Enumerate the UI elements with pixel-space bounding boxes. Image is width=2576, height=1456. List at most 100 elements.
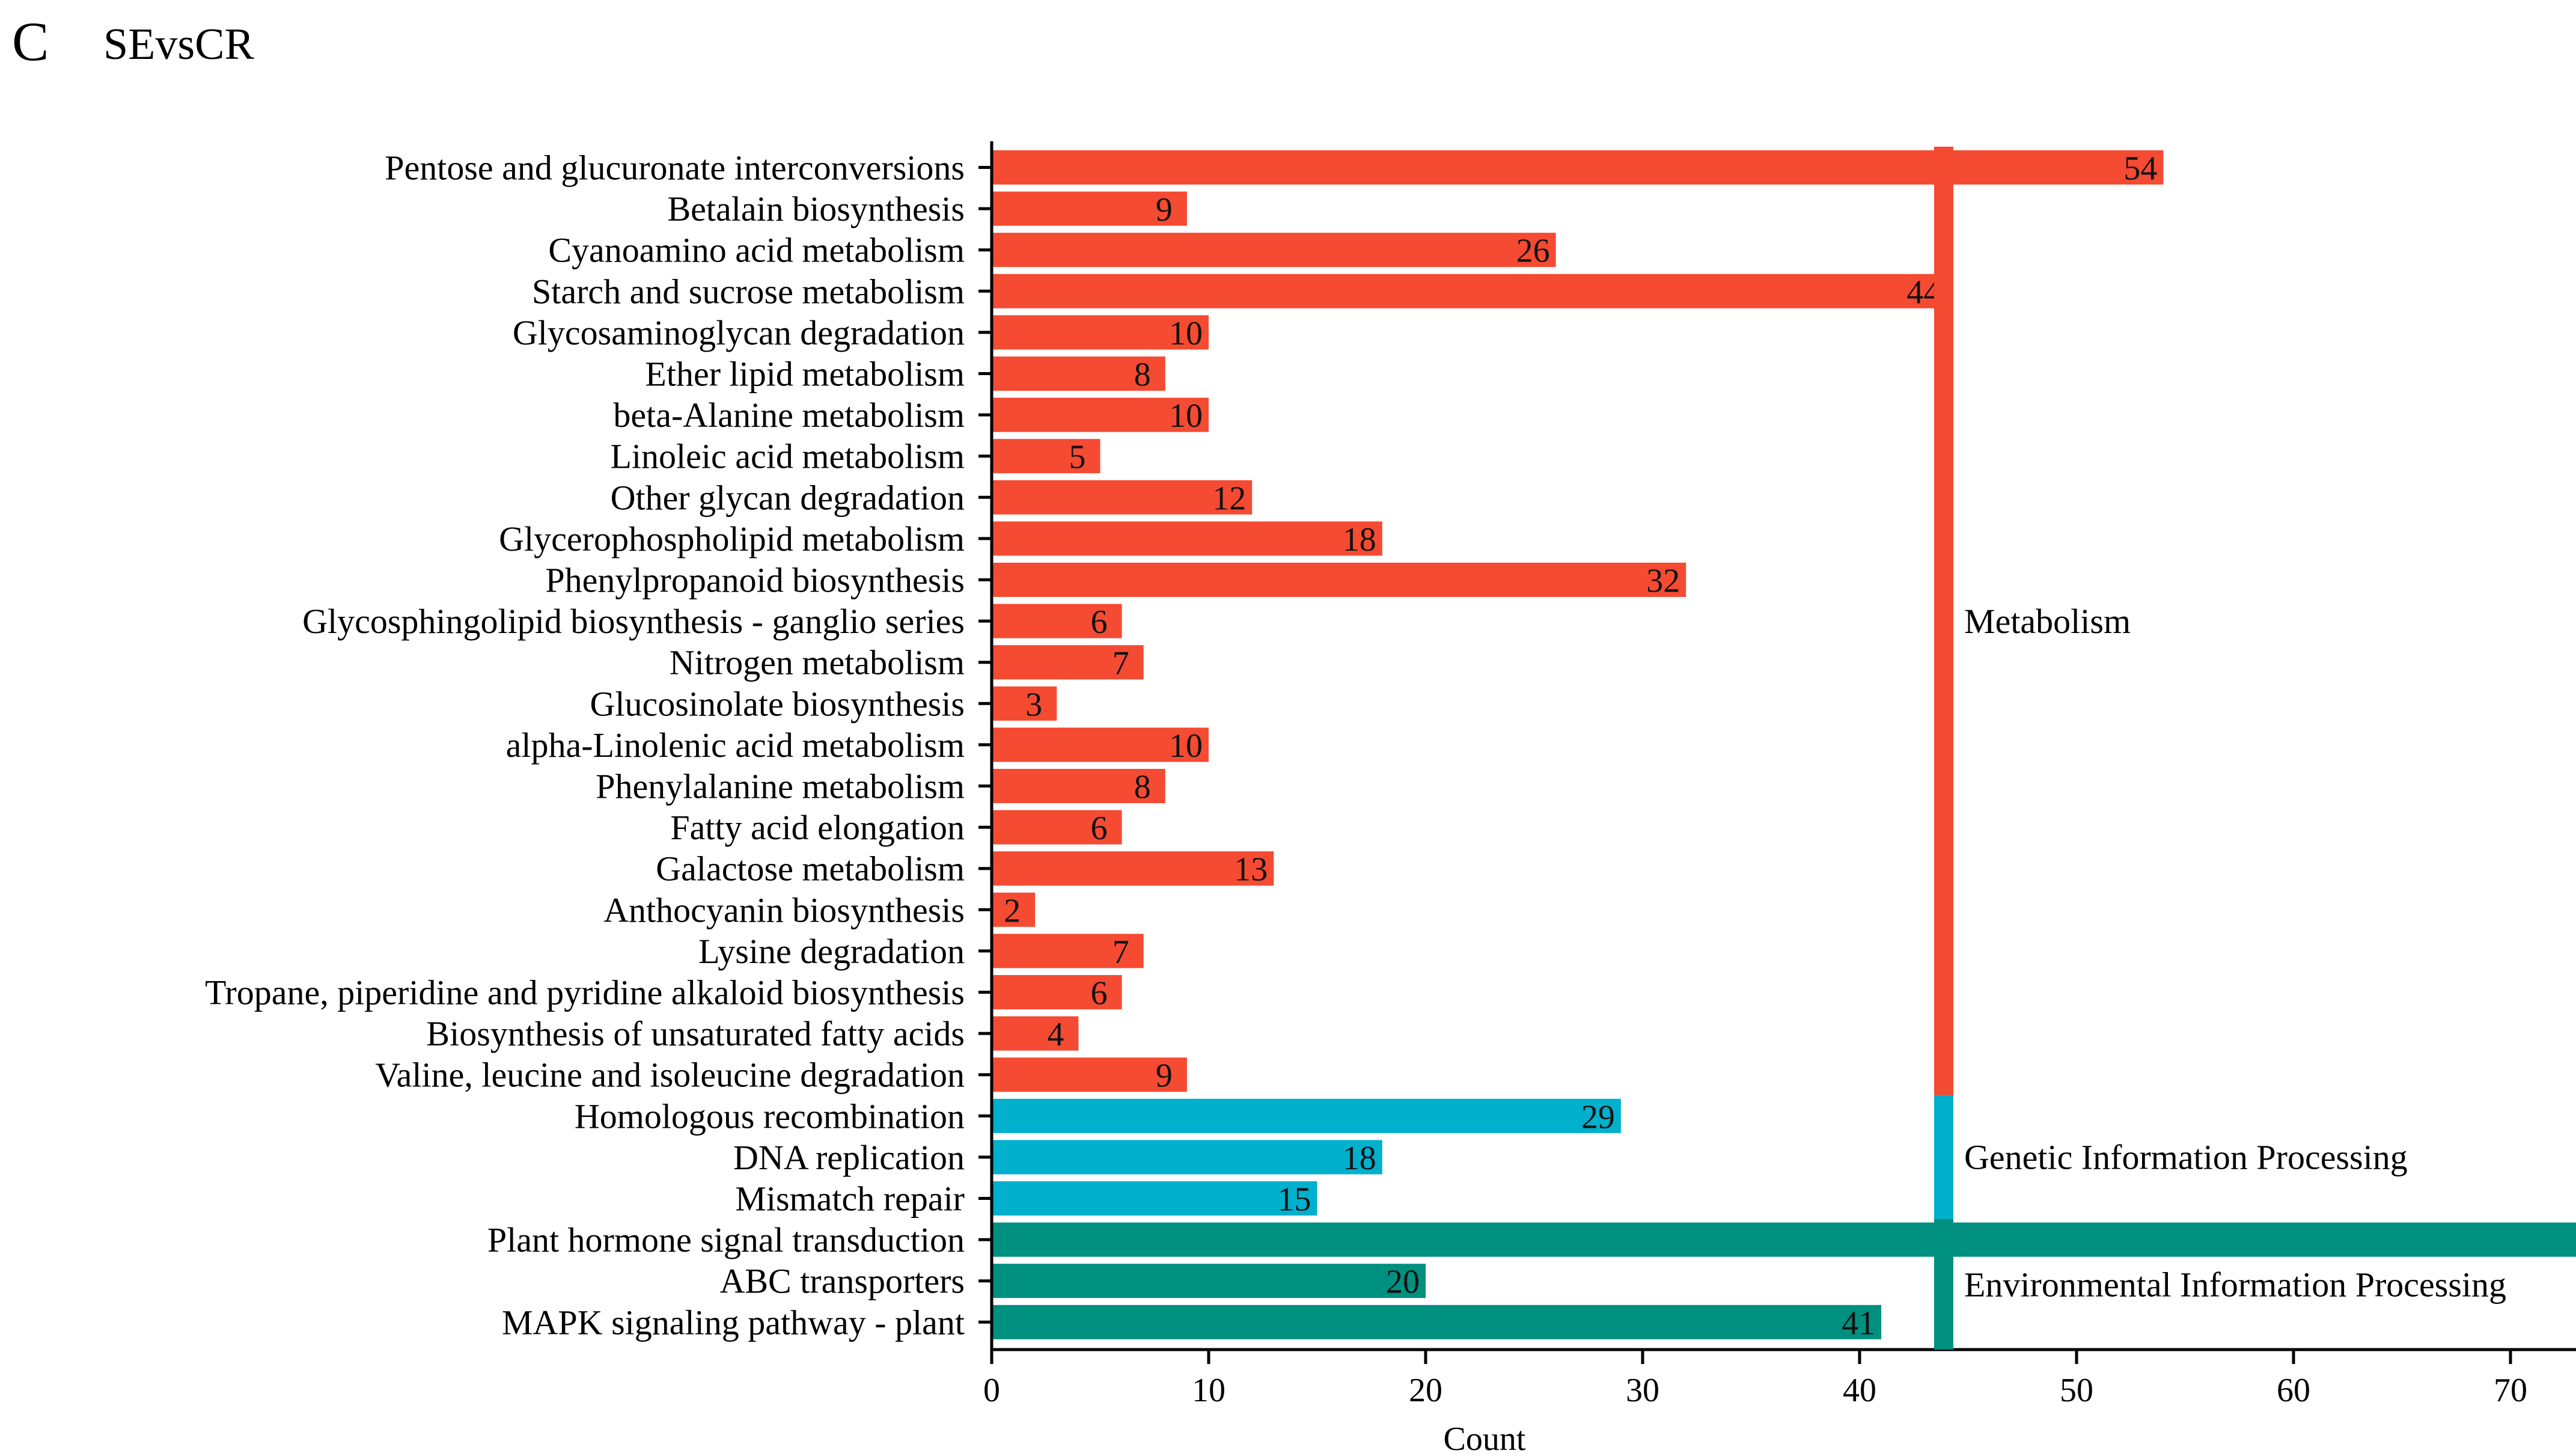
group-strip-segment [1934, 147, 1953, 1095]
bar [992, 604, 1122, 638]
group-strip: Metabolism Genetic Information Processing… [1934, 147, 2506, 1350]
category-label: Lysine degradation [698, 932, 965, 971]
category-label: Biosynthesis of unsaturated fatty acids [426, 1014, 965, 1053]
x-tick-label: 20 [1409, 1372, 1442, 1409]
category-label: Pentose and glucuronate interconversions [385, 148, 965, 188]
group-strip-segment [1934, 1095, 1953, 1219]
bar [992, 150, 2164, 185]
bar [992, 727, 1209, 762]
value-label: 4 [1047, 1016, 1064, 1053]
value-label: 18 [1343, 1140, 1376, 1177]
bar [992, 975, 1122, 1009]
category-labels: Pentose and glucuronate interconversions… [205, 148, 965, 1342]
value-label: 10 [1169, 397, 1203, 435]
value-label: 3 [1025, 686, 1042, 723]
value-label: 10 [1169, 315, 1203, 352]
value-label: 8 [1134, 769, 1151, 806]
bar [992, 934, 1144, 968]
value-label: 15 [1278, 1181, 1311, 1219]
value-label: 6 [1091, 810, 1108, 847]
category-label: MAPK signaling pathway - plant [502, 1303, 965, 1342]
value-label: 8 [1134, 356, 1151, 394]
bar [992, 1057, 1187, 1092]
bar [992, 1264, 1426, 1298]
x-tick-label: 60 [2277, 1372, 2310, 1409]
category-label: Phenylpropanoid biosynthesis [545, 561, 965, 600]
value-label: 20 [1386, 1264, 1420, 1301]
bar [992, 851, 1274, 886]
bar [992, 645, 1144, 680]
bar [992, 892, 1036, 927]
chart-title: SEvsCR [103, 20, 255, 69]
x-tick-label: 70 [2494, 1372, 2527, 1409]
category-label: Other glycan degradation [611, 478, 965, 517]
value-label: 18 [1343, 521, 1376, 558]
category-label: Glycerophospholipid metabolism [499, 519, 965, 558]
bar [992, 1181, 1317, 1216]
x-axis-title: Count [1444, 1421, 1526, 1456]
category-label: Ether lipid metabolism [645, 355, 965, 394]
value-label: 54 [2123, 150, 2157, 188]
value-label: 9 [1156, 1057, 1173, 1095]
category-label: Anthocyanin biosynthesis [603, 890, 965, 929]
group-strip-segment [1934, 1219, 1953, 1350]
category-label: Nitrogen metabolism [670, 643, 965, 682]
category-label: Plant hormone signal transduction [487, 1220, 965, 1259]
bar [992, 521, 1382, 556]
value-label: 6 [1091, 975, 1108, 1012]
bar [992, 356, 1165, 391]
value-labels: 5492644108105121832673108613276492918157… [1004, 150, 2157, 1342]
category-label: Valine, leucine and isoleucine degradati… [375, 1056, 965, 1095]
value-label: 13 [1234, 851, 1268, 889]
bar [992, 1016, 1079, 1051]
bars-layer [992, 150, 2576, 1339]
value-label: 10 [1169, 727, 1203, 765]
category-label: beta-Alanine metabolism [613, 396, 965, 435]
category-label: Starch and sucrose metabolism [532, 272, 965, 311]
category-label: Glycosphingolipid biosynthesis - ganglio… [302, 602, 965, 641]
bar [992, 769, 1165, 803]
group-label: Environmental Information Processing [1964, 1265, 2506, 1304]
category-label: Linoleic acid metabolism [611, 437, 965, 476]
bar [992, 233, 1556, 268]
x-tick-label: 40 [1843, 1372, 1876, 1409]
bar [992, 563, 1686, 597]
value-label: 41 [1842, 1305, 1875, 1342]
value-label: 7 [1113, 645, 1129, 682]
bar [992, 480, 1253, 515]
bar [992, 1222, 2576, 1257]
category-label: ABC transporters [719, 1262, 965, 1301]
value-label: 29 [1581, 1098, 1615, 1136]
bar [992, 439, 1100, 474]
category-label: DNA replication [733, 1138, 965, 1177]
value-label: 32 [1646, 563, 1680, 600]
category-label: Homologous recombination [575, 1097, 965, 1136]
x-tick-label: 0 [983, 1372, 1000, 1409]
category-label: Mismatch repair [735, 1179, 965, 1219]
value-label: 9 [1156, 191, 1173, 228]
group-label: Metabolism [1964, 602, 2131, 641]
category-label: Glucosinolate biosynthesis [590, 684, 965, 723]
bar [992, 1098, 1621, 1133]
x-tick-label: 50 [2060, 1372, 2093, 1409]
category-label: Phenylalanine metabolism [596, 767, 965, 806]
value-label: 6 [1091, 604, 1108, 641]
bar [992, 315, 1209, 350]
value-label: 5 [1069, 439, 1086, 476]
group-label: Genetic Information Processing [1964, 1138, 2408, 1177]
bar [992, 191, 1187, 226]
value-label: 26 [1516, 233, 1550, 270]
category-label: Cyanoamino acid metabolism [548, 231, 965, 270]
x-tick-label: 30 [1626, 1372, 1659, 1409]
panel-letter: C [12, 11, 49, 72]
value-label: 12 [1212, 480, 1246, 517]
bar [992, 397, 1209, 432]
axes: 0102030405060708090 [978, 141, 2576, 1409]
category-label: alpha-Linolenic acid metabolism [506, 726, 965, 765]
value-label: 2 [1004, 892, 1021, 929]
category-label: Betalain biosynthesis [667, 189, 965, 228]
bar [992, 686, 1057, 721]
category-label: Galactose metabolism [656, 849, 965, 889]
bar [992, 810, 1122, 845]
